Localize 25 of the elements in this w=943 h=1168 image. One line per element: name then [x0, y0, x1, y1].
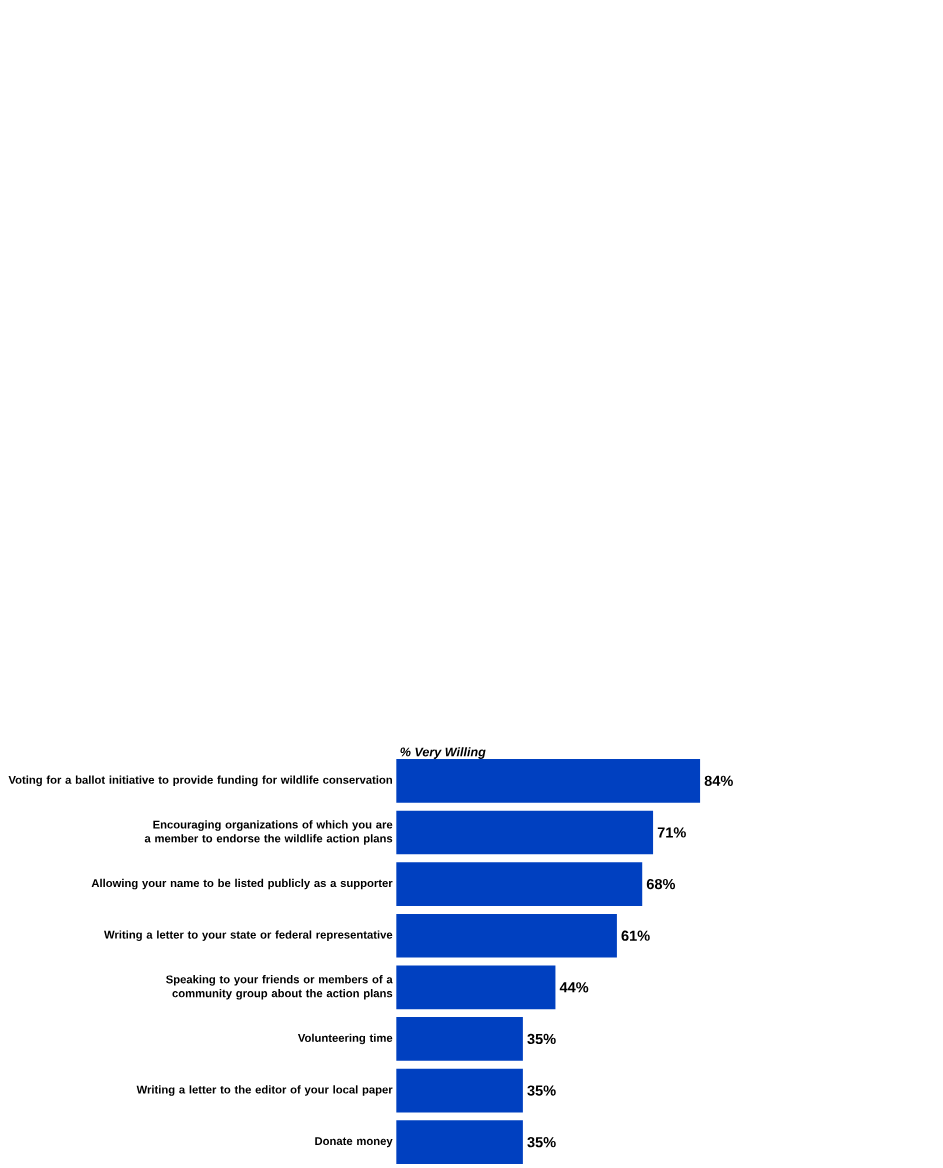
y-tick-label: Volunteering time: [298, 1033, 393, 1045]
data-label: 68%: [647, 878, 676, 890]
data-label: 61%: [621, 930, 650, 941]
data-label: 84%: [704, 775, 734, 787]
y-tick-label: Voting for a ballot initiative to provide funding for wildlife conservation: [8, 775, 393, 787]
y-tick-label: Writing a letter to the editor of your local paper: [136, 1085, 393, 1096]
chart-title: % Very Willing: [400, 747, 486, 759]
data-label: 35%: [527, 1033, 556, 1045]
data-label: 35%: [527, 1085, 556, 1096]
bar: [396, 1120, 524, 1165]
bar: [396, 965, 556, 1010]
bar: [396, 810, 654, 855]
y-tick-label: Encouraging organizations of which you are a member to endorse the wildlife action plans: [145, 820, 393, 845]
bar: [396, 913, 618, 958]
data-label: 44%: [559, 982, 589, 993]
bar: [396, 1068, 524, 1113]
y-tick-label: Writing a letter to your state or federal representative: [104, 930, 393, 941]
y-tick-label: Donate money: [315, 1137, 393, 1148]
bar: [396, 862, 643, 906]
bar: [396, 759, 701, 803]
y-tick-label: Allowing your name to be listed publicly as a supporter: [91, 878, 393, 890]
bar: [396, 1017, 524, 1061]
data-label: 71%: [658, 827, 687, 838]
data-label: 35%: [527, 1137, 556, 1148]
y-tick-label: Speaking to your friends or members of a community group about the action plans: [166, 975, 393, 1000]
